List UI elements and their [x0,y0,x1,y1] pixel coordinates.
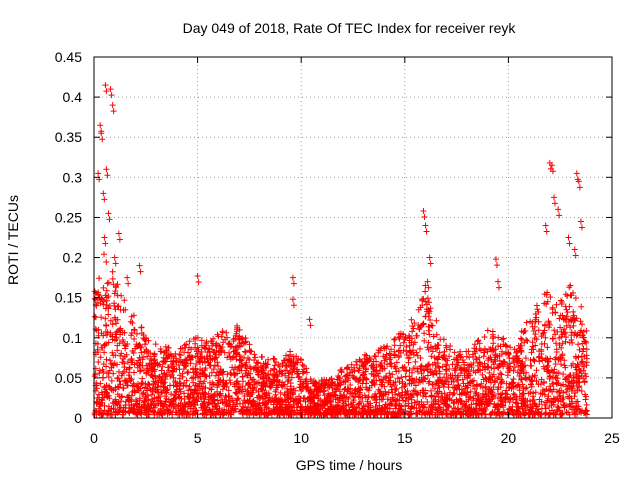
roti-peak-point [542,222,549,229]
axis-ticks [93,56,613,419]
roti-peak-point [421,214,428,221]
roti-peak-point [420,208,427,215]
roti-peak-point [111,254,118,261]
roti-peak-point [575,178,582,185]
roti-peak-point [577,218,584,225]
x-axis-label: GPS time / hours [296,457,403,473]
roti-peak-point [306,316,313,323]
x-tick-label: 15 [397,430,413,446]
roti-peak-point [427,260,434,267]
y-tick-label: 0.05 [55,370,82,386]
roti-peak-point [125,280,132,287]
roti-peak-point [496,284,503,291]
roti-peak-point [290,280,297,287]
y-tick-label: 0.3 [63,169,83,185]
roti-peak-point [105,210,112,217]
roti-peak-point [106,216,113,223]
roti-peak-point [100,190,107,197]
roti-peak-point [550,194,557,201]
y-tick-label: 0.25 [55,209,82,225]
roti-peak-point [95,170,102,177]
roti-peak-point [103,166,110,173]
roti-peak-point [543,228,550,235]
roti-peak-point [109,102,116,109]
roti-peak-point [549,168,556,175]
x-tick-labels: 0 5 10 15 20 25 [90,430,620,446]
x-tick-label: 25 [604,430,620,446]
roti-peak-point [108,92,115,99]
roti-peak-point [492,256,499,263]
roti-peak-point [578,224,585,231]
roti-peak-point [107,86,114,93]
roti-points [91,251,590,418]
roti-peak-point [124,274,131,281]
roti-peak-point [115,230,122,237]
roti-peak-point [116,236,123,243]
chart-title: Day 049 of 2018, Rate Of TEC Index for r… [183,20,517,36]
roti-peak-point [551,200,558,207]
x-tick-label: 10 [293,430,309,446]
roti-peak-point [102,82,109,89]
roti-peak-point [99,136,106,143]
roti-peak-point [289,274,296,281]
roti-peak-point [556,212,563,219]
x-tick-label: 5 [194,430,202,446]
roti-peak-point [572,252,579,259]
roti-peak-point [423,228,430,235]
x-tick-label: 0 [90,430,98,446]
y-tick-label: 0.1 [63,330,83,346]
roti-peak-point [112,260,119,267]
roti-peak-point [573,170,580,177]
roti-peak-point [576,184,583,191]
y-tick-label: 0.2 [63,250,83,266]
y-tick-label: 0.15 [55,290,82,306]
y-tick-label: 0.45 [55,49,82,65]
y-tick-labels: 0 0.05 0.1 0.15 0.2 0.25 0.3 0.35 0.4 0.45 [55,49,82,426]
data-points [91,82,590,418]
roti-peak-point [307,322,314,329]
roti-peak-point [289,296,296,303]
roti-peak-point [137,268,144,275]
plot-frame [93,56,613,419]
y-tick-label: 0.4 [63,89,83,105]
roti-peak-point [98,130,105,137]
roti-peak-point [555,206,562,213]
x-tick-label: 20 [501,430,517,446]
roti-peak-point [290,302,297,309]
y-axis-label: ROTI / TECUs [5,195,21,285]
roti-peak-point [424,278,431,285]
roti-peak-point [97,122,104,129]
roti-peak-point [422,222,429,229]
roti-peak-point [110,108,117,115]
roti-peak-point [495,278,502,285]
roti-peak-point [136,262,143,269]
roti-peak-point [566,240,573,247]
roti-peak-point [103,88,110,95]
roti-peak-point [565,234,572,241]
roti-peak-point [104,172,111,179]
roti-peak-point [425,284,432,291]
roti-peak-point [101,234,108,241]
roti-peak-point [426,254,433,261]
roti-peak-point [195,279,202,286]
roti-peak-point [194,273,201,280]
roti-peak-point [101,196,108,203]
y-tick-label: 0.35 [55,129,82,145]
roti-peak-point [102,240,109,247]
roti-peak-point [548,162,555,169]
y-tick-label: 0 [74,410,82,426]
roti-peak-point [493,262,500,269]
roti-peak-point [571,246,578,253]
